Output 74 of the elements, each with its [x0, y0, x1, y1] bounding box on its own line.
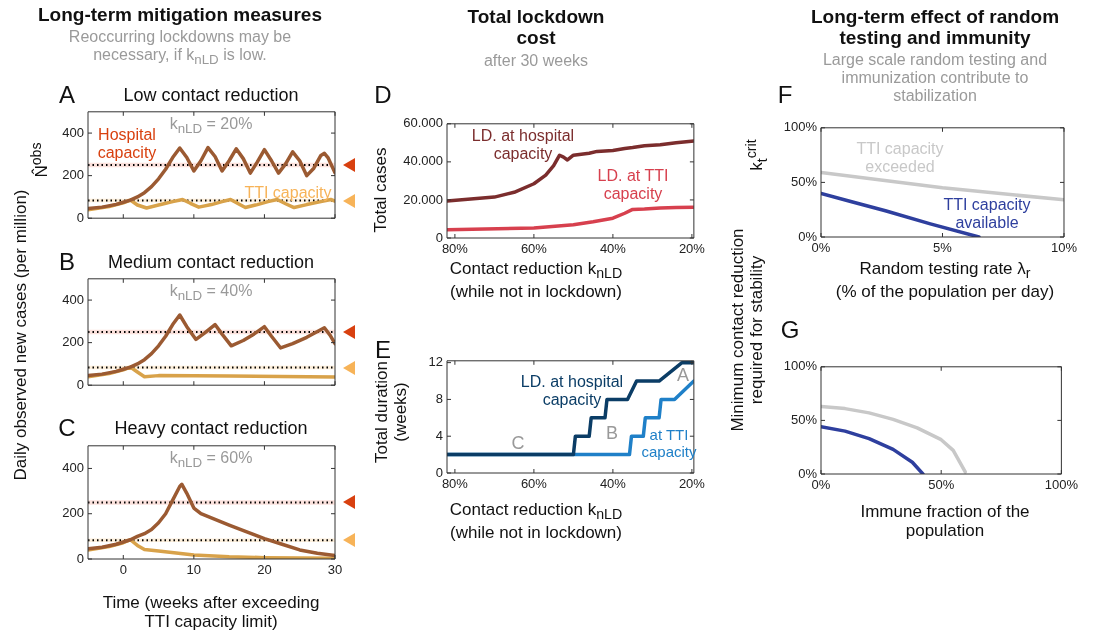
y-tick-label: 12: [428, 354, 443, 370]
series-label: TTI capacity available: [942, 196, 1032, 232]
x-tick-label: 40%: [599, 241, 627, 257]
y-tick-label: 0: [76, 209, 84, 225]
x-tick-label: 100%: [1044, 477, 1079, 493]
text: after 30 weeks: [483, 52, 589, 70]
x-tick-label: 10%: [1050, 240, 1078, 256]
text: F: [777, 80, 793, 109]
text: Large scale random testing and immunization contribute to stabilization: [821, 51, 1049, 105]
x-tick-label: 60%: [520, 476, 548, 492]
y-tick-label: 0: [435, 229, 443, 245]
x-tick-label: 40%: [599, 476, 627, 492]
text: Total lockdown cost: [466, 5, 606, 49]
series-label: LD. at TTI capacity: [596, 167, 670, 203]
x-tick-label: 0: [119, 562, 127, 578]
y-axis-title: Daily observed new cases (per million): [11, 189, 31, 481]
y-tick-label: 200: [62, 167, 84, 183]
text: Long-term mitigation measures: [38, 4, 322, 26]
chart-title: Medium contact reduction: [107, 251, 315, 273]
annotation: k$_{nLD}$ = 40%: [169, 281, 253, 305]
y-tick-label: 40.000: [403, 153, 443, 169]
text: D: [374, 80, 392, 109]
series-label: LD. at hospital capacity: [470, 127, 576, 163]
y-tick-label: 100%: [783, 358, 818, 374]
x-tick-label: 20: [257, 562, 272, 578]
x-axis-title: Immune fraction of the population: [860, 501, 1030, 541]
x-tick-label: 50%: [928, 477, 955, 493]
text: Long-term effect of random testing and immunity: [809, 5, 1061, 49]
series-label: LD. at hospital capacity: [519, 373, 625, 409]
text: B: [58, 247, 76, 276]
y-tick-label: 50%: [790, 173, 818, 189]
ref-line-label: TTI capacity: [244, 184, 332, 202]
y-tick-label: 400: [62, 291, 84, 307]
x-tick-label: 20%: [678, 241, 706, 257]
x-tick-label: 80%: [441, 476, 469, 492]
y-tick-label: 4: [435, 427, 443, 443]
text: C: [58, 413, 76, 442]
annotation: A: [676, 364, 690, 386]
text: Reoccurring lockdowns may be necessary, if k$_{nLD}$ is low.: [67, 27, 293, 69]
annotation: k$_{nLD}$ = 60%: [169, 448, 253, 472]
y-axis-title: Total cases: [371, 147, 391, 233]
y-tick-label: 400: [62, 460, 84, 476]
ref-line-label: Hospital capacity: [96, 126, 158, 162]
chart-title: Low contact reduction: [123, 84, 299, 106]
y-axis-title: Total duration (weeks): [371, 360, 411, 464]
x-tick-label: 5%: [933, 240, 953, 256]
x-tick-label: 20%: [678, 476, 706, 492]
x-axis-title: Contact reduction k$_{nLD}$ (while not in lockdown): [449, 258, 623, 302]
x-tick-label: 80%: [441, 241, 469, 257]
x-axis-title: Random testing rate λ$_{r}$ (% of the population per day): [835, 258, 1055, 302]
y-tick-label: 200: [62, 505, 84, 521]
y-tick-label: 8: [435, 391, 443, 406]
x-tick-label: 10: [186, 562, 202, 578]
y-tick-label: 20.000: [403, 191, 443, 207]
y-tick-label: 0: [76, 376, 84, 392]
chart-title: Heavy contact reduction: [114, 417, 308, 439]
text: G: [780, 315, 800, 344]
text: A: [58, 80, 76, 109]
annotation: B: [605, 422, 619, 444]
y-tick-label: 400: [62, 124, 84, 140]
y-tick-label: 0: [435, 464, 443, 480]
annotation: C: [511, 432, 525, 454]
x-tick-label: 30: [327, 562, 343, 578]
x-tick-label: 60%: [520, 241, 548, 257]
y-axis-title: Minimum contact reduction required for stability: [727, 228, 767, 432]
y-tick-label: 60.000: [403, 115, 443, 131]
text: E: [374, 335, 392, 363]
annotation: k$_{nLD}$ = 20%: [169, 114, 253, 138]
x-axis-title: Time (weeks after exceeding TTI capacity limit): [102, 592, 320, 632]
y-tick-label: 0: [76, 550, 84, 566]
y-tick-label: 200: [62, 334, 84, 350]
y-tick-label: 100%: [783, 119, 818, 135]
x-axis-title: Contact reduction k$_{nLD}$ (while not in lockdown): [449, 499, 623, 543]
y-tick-label: 50%: [790, 411, 818, 427]
